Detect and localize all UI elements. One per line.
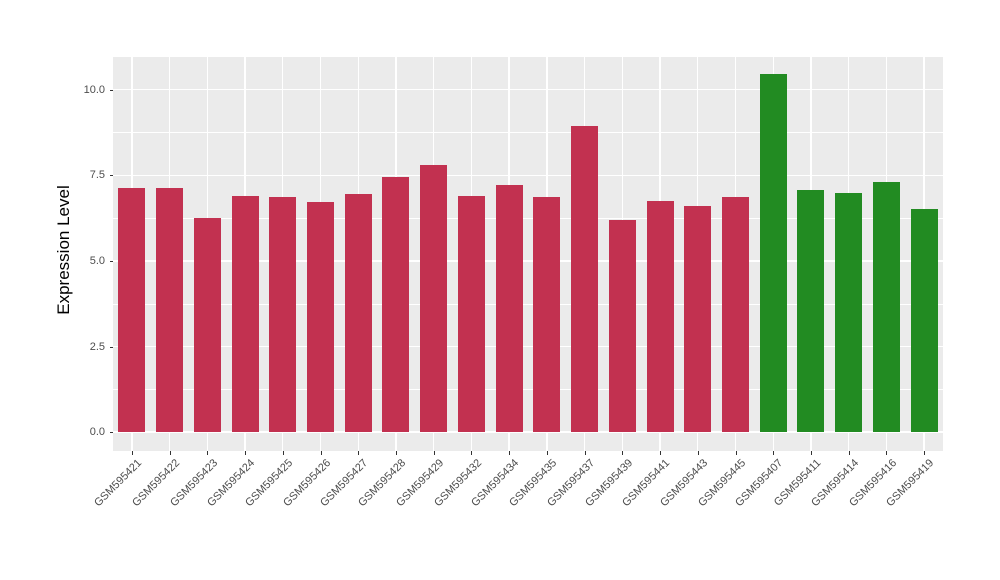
x-tick [810, 451, 812, 455]
x-tick [131, 451, 133, 455]
bar [759, 74, 787, 433]
plot-panel [113, 57, 943, 451]
bar [307, 202, 334, 433]
bar [269, 196, 297, 433]
bar [872, 181, 900, 433]
y-tick [109, 346, 113, 348]
bar [344, 194, 372, 433]
y-tick [109, 89, 113, 91]
x-tick [207, 451, 209, 455]
bar [910, 208, 938, 433]
y-tick-label: 10.0 [83, 83, 105, 96]
bar [420, 165, 448, 433]
bar [457, 196, 485, 433]
bar [571, 125, 599, 433]
x-tick [282, 451, 284, 455]
bar [684, 205, 712, 433]
y-tick-label: 2.5 [89, 340, 105, 353]
y-tick [109, 432, 113, 434]
x-tick [433, 451, 435, 455]
bar [231, 195, 259, 433]
y-tick [109, 175, 113, 177]
h-gridline-minor [113, 303, 943, 305]
x-tick [358, 451, 360, 455]
bar [646, 200, 674, 433]
x-tick [471, 451, 473, 455]
bar [156, 187, 184, 433]
x-tick [848, 451, 850, 455]
bar [722, 197, 749, 433]
x-tick [546, 451, 548, 455]
h-gridline-major [113, 260, 943, 262]
y-axis-title: Expression Level [54, 185, 73, 315]
bar [495, 185, 523, 433]
bar [835, 193, 863, 433]
y-tick-label: 0.0 [89, 426, 105, 439]
h-gridline-major [113, 174, 943, 176]
h-gridline-minor [113, 132, 943, 134]
y-tick-label: 5.0 [89, 254, 105, 267]
x-tick [735, 451, 737, 455]
h-gridline-major [113, 88, 943, 91]
x-tick [584, 451, 586, 455]
bar [797, 189, 825, 433]
x-tick [773, 451, 775, 455]
y-tick [109, 260, 113, 262]
bar [533, 197, 561, 433]
x-tick [509, 451, 511, 455]
bar [608, 219, 636, 433]
x-tick [660, 451, 662, 455]
bar [382, 176, 410, 433]
x-tick [924, 451, 926, 455]
x-tick [169, 451, 171, 455]
bar [193, 217, 221, 433]
x-tick [245, 451, 247, 455]
bar [118, 187, 146, 433]
h-gridline-minor [113, 389, 943, 391]
x-tick [395, 451, 397, 455]
h-gridline-major [113, 431, 943, 433]
x-tick [886, 451, 888, 455]
h-gridline-minor [113, 218, 943, 219]
x-tick [622, 451, 624, 455]
y-tick-label: 7.5 [89, 169, 105, 182]
h-gridline-major [113, 345, 943, 348]
x-tick [320, 451, 322, 455]
x-tick [697, 451, 699, 455]
